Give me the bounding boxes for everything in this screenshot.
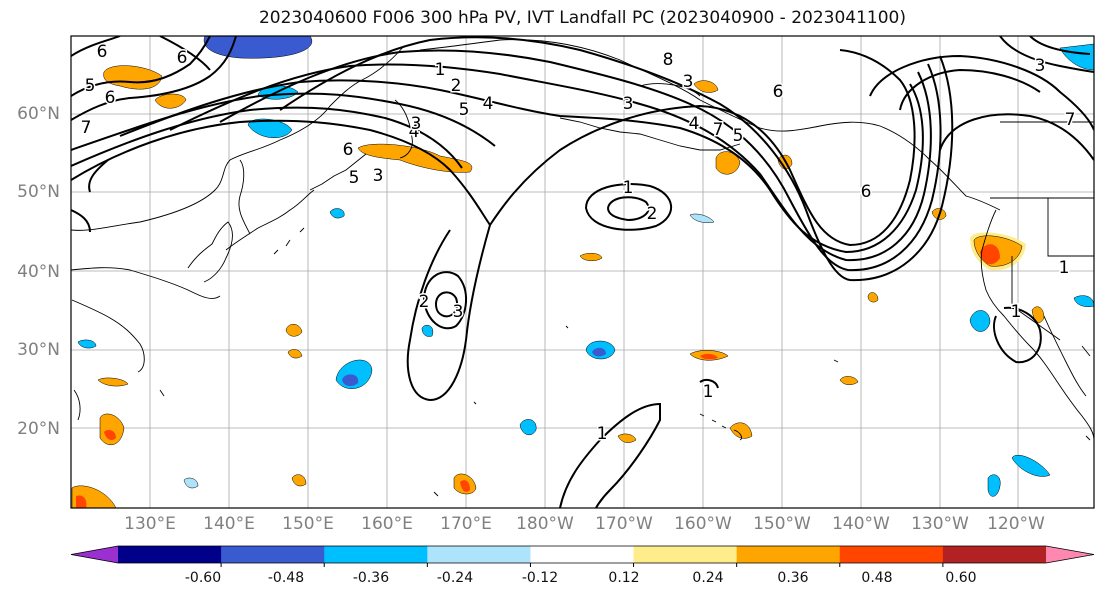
lat-label-20n: 20°N	[17, 419, 60, 439]
contour-value-label: 5	[733, 126, 744, 146]
lon-label-120w: 120°W	[987, 514, 1045, 534]
contour-value-label: 3	[623, 94, 634, 114]
pv-contours	[71, 36, 1094, 508]
colorbar-outline	[70, 545, 1095, 564]
lat-label-30n: 30°N	[17, 340, 60, 360]
contour-value-label: 2	[451, 76, 462, 96]
contour-value-label: 2	[419, 292, 430, 312]
lon-label-130w: 130°W	[911, 514, 969, 534]
colorbar-tick-label: 0.12	[608, 570, 640, 586]
contour-value-label: 3	[453, 302, 464, 322]
lon-label-160w: 160°W	[674, 514, 732, 534]
contour-value-label: 4	[483, 94, 494, 114]
lon-label-140e: 140°E	[203, 514, 255, 534]
contour-value-label: 6	[177, 48, 188, 68]
contour-value-label: 5	[85, 76, 96, 96]
contour-value-label: 1	[703, 382, 714, 402]
contour-value-label: 6	[97, 42, 108, 62]
contour-value-label: 5	[349, 168, 360, 188]
colorbar-tick-label: -0.12	[521, 570, 559, 586]
colorbar-tick-label: -0.36	[352, 570, 390, 586]
gridlines	[71, 36, 1094, 508]
contour-value-label: 4	[409, 122, 420, 142]
contour-value-label: 6	[343, 140, 354, 160]
contour-value-label: 4	[689, 114, 700, 134]
colorbar-bin	[530, 546, 635, 563]
contour-value-label: 3	[411, 114, 422, 134]
colorbar-bin	[942, 546, 1047, 563]
colorbar-extend-low	[71, 546, 118, 563]
contour-value-label: 1	[435, 60, 446, 80]
colorbar-tick-label: 0.24	[692, 570, 724, 586]
colorbar-bin	[221, 546, 325, 563]
contour-value-label: 6	[105, 88, 116, 108]
contour-value-label: 1	[1059, 258, 1070, 278]
colorbar-bin	[633, 546, 738, 563]
contour-value-label: 1	[1011, 302, 1022, 322]
negative-shading	[77, 36, 1094, 497]
contour-value-label: 1	[623, 178, 634, 198]
coastlines	[71, 39, 1094, 497]
colorbar-tick-label: 0.60	[945, 570, 977, 586]
colorbar-bin	[324, 546, 428, 563]
colorbar-tick-label: -0.24	[436, 570, 474, 586]
contour-value-label: 7	[81, 118, 92, 138]
colorbar	[70, 545, 1095, 567]
contour-value-label: 3	[373, 166, 384, 186]
colorbar-bin	[118, 546, 222, 563]
contour-value-label: 6	[773, 82, 784, 102]
lat-label-50n: 50°N	[17, 182, 60, 202]
colorbar-tick-label: 0.48	[861, 570, 893, 586]
lon-label-130e: 130°E	[124, 514, 176, 534]
contour-value-label: 7	[713, 120, 724, 140]
contour-value-label: 2	[647, 204, 658, 224]
lat-label-40n: 40°N	[17, 262, 60, 282]
map-background	[71, 36, 1094, 508]
lon-label-140w: 140°W	[832, 514, 890, 534]
contour-value-label: 3	[1035, 56, 1046, 76]
colorbar-bin	[839, 546, 944, 563]
colorbar-tick-label: -0.60	[184, 570, 222, 586]
contour-value-label: 6	[861, 182, 872, 202]
colorbar-bin	[736, 546, 841, 563]
contour-value-label: 1	[597, 424, 608, 444]
lon-label-180w: 180°W	[516, 514, 574, 534]
colorbar-bin	[427, 546, 531, 563]
lat-label-60n: 60°N	[17, 104, 60, 124]
lon-label-150e: 150°E	[282, 514, 334, 534]
contour-value-label: 3	[683, 72, 694, 92]
colorbar-tick-label: 0.36	[777, 570, 809, 586]
lon-label-170e: 170°E	[440, 514, 492, 534]
map-title: 2023040600 F006 300 hPa PV, IVT Landfall…	[258, 8, 906, 28]
lon-label-170w: 170°W	[595, 514, 653, 534]
contour-value-label: 5	[459, 100, 470, 120]
colorbar-tick-label: -0.48	[267, 570, 305, 586]
colorbar-extend-high	[1046, 546, 1094, 563]
lon-label-150w: 150°W	[753, 514, 811, 534]
contour-value-label: 7	[1065, 110, 1076, 130]
lon-label-160e: 160°E	[361, 514, 413, 534]
contour-value-label: 8	[663, 50, 674, 70]
map-border	[70, 35, 1095, 509]
